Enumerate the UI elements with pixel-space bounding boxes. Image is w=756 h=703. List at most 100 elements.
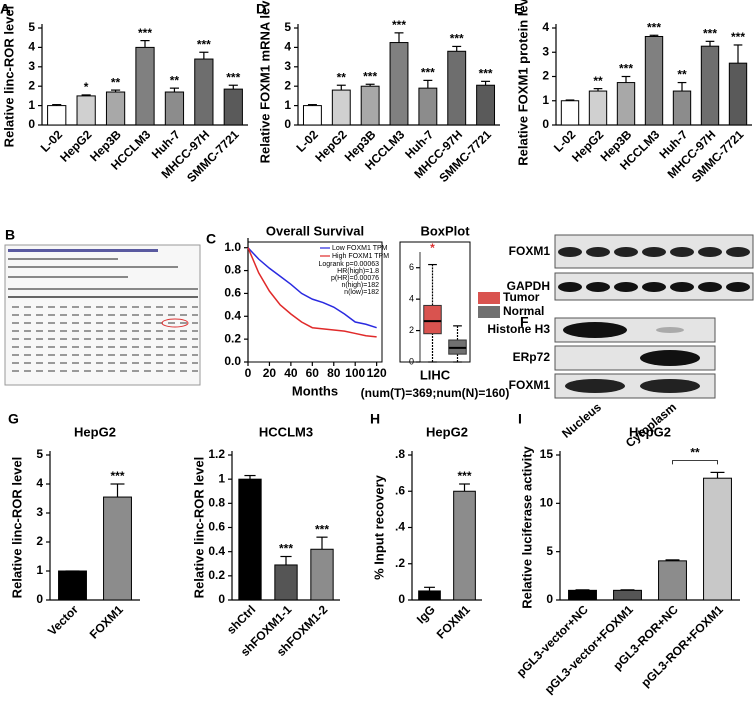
y-tick-label: .8 bbox=[395, 447, 405, 461]
y-axis-label: Relative FOXM1 protein level bbox=[515, 0, 530, 166]
y-tick-label: 0 bbox=[36, 592, 43, 606]
annotation: n(low)=182 bbox=[344, 289, 379, 296]
legend-label: Low FOXM1 TPM bbox=[332, 245, 388, 252]
band bbox=[698, 282, 722, 292]
x-tick-label: 120 bbox=[367, 366, 387, 380]
y-tick-label: 0 bbox=[409, 356, 414, 366]
x-tick-label: pGL3-ROR+FOXM1 bbox=[638, 602, 726, 690]
y-tick-label: .4 bbox=[395, 520, 405, 534]
significance: ** bbox=[593, 74, 603, 88]
panel-letter: A bbox=[0, 1, 10, 17]
y-tick-label: 1 bbox=[36, 563, 43, 577]
bar bbox=[194, 58, 214, 126]
annotation: Logrank p=0.00063 bbox=[318, 261, 379, 268]
y-tick-label: 3 bbox=[284, 59, 291, 73]
band bbox=[558, 282, 582, 292]
y-tick-label: 0.2 bbox=[224, 331, 241, 345]
bar bbox=[672, 90, 692, 126]
bar bbox=[644, 35, 664, 126]
x-tick-label: 40 bbox=[284, 366, 298, 380]
y-tick-label: 0.8 bbox=[208, 496, 225, 510]
y-axis-label: Relative linc-ROR level bbox=[1, 6, 16, 148]
bar bbox=[447, 50, 467, 126]
bar bbox=[728, 62, 748, 126]
y-tick-label: 1 bbox=[542, 93, 549, 107]
x-tick-label: pGL3-vector+FOXM1 bbox=[542, 602, 636, 696]
panel-letter: C bbox=[206, 231, 216, 247]
panel-letter: B bbox=[5, 227, 15, 243]
bar bbox=[360, 85, 380, 126]
y-tick-label: 3 bbox=[36, 505, 43, 519]
bar bbox=[700, 45, 720, 126]
y-tick-label: 2 bbox=[28, 78, 35, 92]
y-tick-label: 5 bbox=[546, 544, 553, 558]
x-tick-label: 80 bbox=[327, 366, 341, 380]
bar bbox=[418, 590, 441, 601]
annotation: HR(high)=1.8 bbox=[337, 268, 379, 275]
browser-track bbox=[8, 249, 158, 252]
y-tick-label: 10 bbox=[540, 496, 554, 510]
significance: *** bbox=[647, 20, 661, 34]
blot-label: FOXM1 bbox=[509, 244, 551, 258]
significance: *** bbox=[110, 469, 124, 483]
x-tick-label: 100 bbox=[345, 366, 365, 380]
blot-label: Histone H3 bbox=[487, 322, 550, 336]
bar bbox=[616, 82, 636, 126]
browser-track bbox=[8, 276, 128, 278]
y-tick-label: 1 bbox=[28, 98, 35, 112]
panel-letter: H bbox=[370, 411, 380, 427]
band bbox=[614, 282, 638, 292]
band bbox=[670, 282, 694, 292]
significance: *** bbox=[197, 37, 211, 51]
band bbox=[670, 247, 694, 257]
band bbox=[586, 282, 610, 292]
blot-label: ERp72 bbox=[513, 350, 551, 364]
y-tick-label: 1 bbox=[218, 471, 225, 485]
chart-title: HepG2 bbox=[74, 424, 116, 439]
y-tick-label: 4 bbox=[409, 294, 414, 304]
bar bbox=[389, 42, 409, 126]
y-tick-label: .2 bbox=[395, 556, 405, 570]
panel-letter: D bbox=[256, 1, 266, 17]
band bbox=[563, 322, 627, 338]
panel-letter: G bbox=[8, 411, 19, 427]
x-axis-label: Months bbox=[292, 383, 338, 398]
y-tick-label: 3 bbox=[542, 44, 549, 58]
bar bbox=[103, 496, 132, 601]
bar bbox=[135, 46, 155, 126]
y-tick-label: 4 bbox=[36, 476, 43, 490]
y-tick-label: 6 bbox=[409, 262, 414, 272]
lane-label: Nucleus bbox=[559, 400, 604, 441]
y-tick-label: 2 bbox=[542, 69, 549, 83]
y-tick-label: 1 bbox=[284, 98, 291, 112]
y-tick-label: 4 bbox=[284, 40, 291, 54]
y-tick-label: 0 bbox=[284, 117, 291, 131]
subtitle: (num(T)=369;num(N)=160) bbox=[361, 386, 510, 400]
y-tick-label: 0 bbox=[398, 592, 405, 606]
x-tick-label: 0 bbox=[245, 366, 252, 380]
y-tick-label: 0 bbox=[542, 117, 549, 131]
y-axis-label: Relative luciferase activity bbox=[519, 445, 534, 608]
significance: * bbox=[430, 241, 435, 255]
band bbox=[726, 282, 750, 292]
panel-letter: I bbox=[518, 411, 522, 427]
y-tick-label: 5 bbox=[284, 20, 291, 34]
y-tick-label: 3 bbox=[28, 59, 35, 73]
browser-image bbox=[4, 244, 201, 386]
y-tick-label: 5 bbox=[36, 447, 43, 461]
bar bbox=[331, 89, 351, 126]
y-tick-label: .6 bbox=[395, 483, 405, 497]
bar bbox=[223, 88, 243, 126]
x-tick-label: 20 bbox=[263, 366, 277, 380]
y-axis-label: % Input recovery bbox=[371, 474, 386, 580]
chart-title: Overall Survival bbox=[266, 223, 364, 238]
significance: *** bbox=[619, 62, 633, 76]
band bbox=[640, 379, 700, 393]
band bbox=[698, 247, 722, 257]
bar bbox=[568, 589, 597, 601]
x-axis-label: LIHC bbox=[420, 367, 451, 382]
bar bbox=[164, 91, 185, 126]
y-tick-label: 0 bbox=[546, 592, 553, 606]
legend-swatch bbox=[478, 292, 500, 304]
blot-label: GAPDH bbox=[507, 279, 550, 293]
